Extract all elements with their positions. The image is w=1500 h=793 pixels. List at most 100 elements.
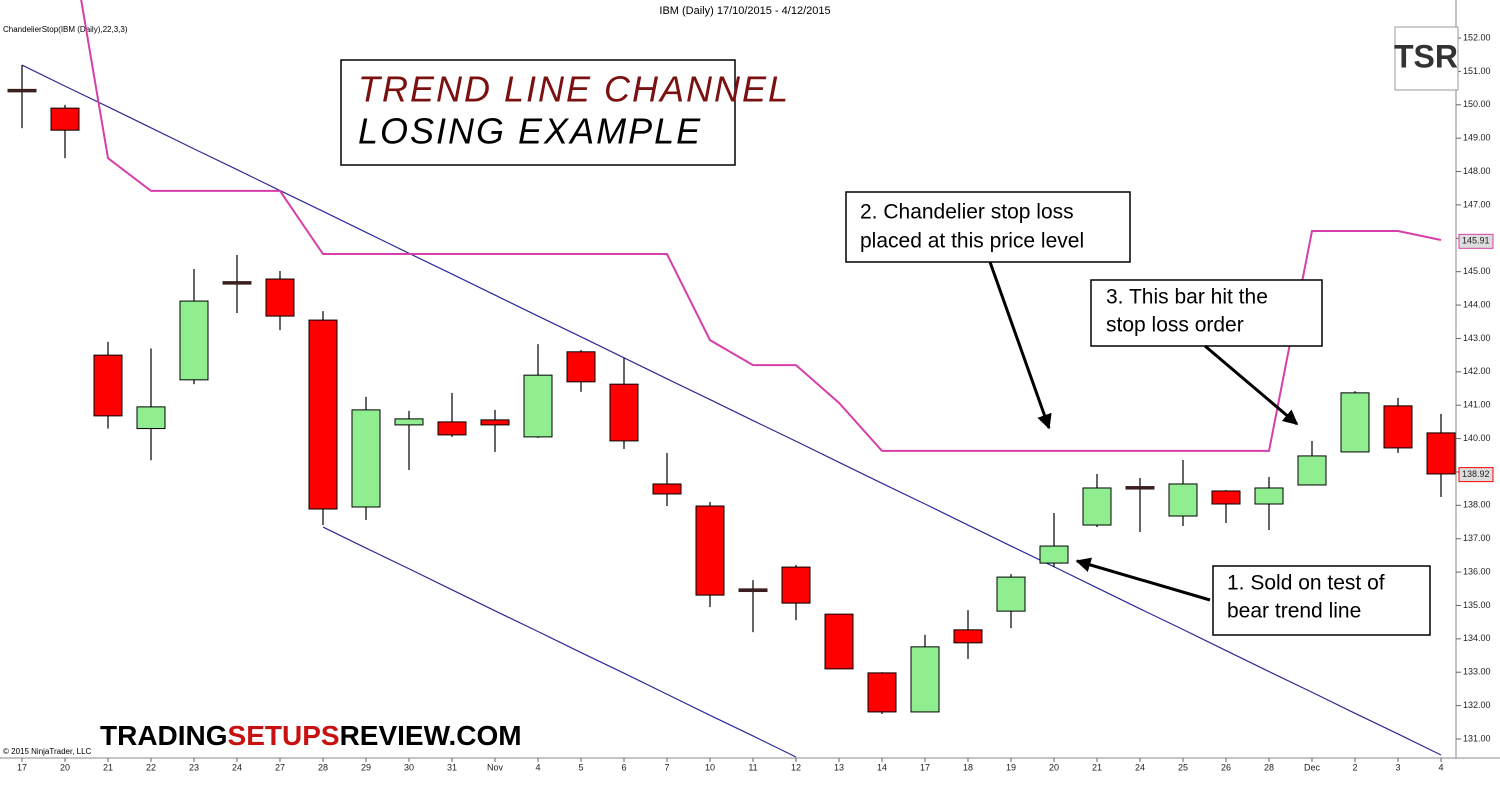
y-tick-label: 140.00 [1463,433,1491,443]
candle-body [179,300,209,381]
overlay: TREND LINE CHANNEL LOSING EXAMPLE TSR TR… [3,26,1459,756]
chart-title: IBM (Daily) 17/10/2015 - 4/12/2015 [659,5,830,17]
x-tick-label: 11 [748,762,757,772]
y-tick-label: 152.00 [1463,32,1491,42]
candle-body [1082,487,1112,526]
arrow [1075,557,1211,602]
candle-body [93,354,123,417]
candle-body [652,483,682,495]
y-tick-label: 134.00 [1463,633,1491,643]
candle-body [738,588,768,593]
x-tick-label: 30 [404,762,414,772]
x-tick-label: 22 [146,762,156,772]
annotation-line: 1. Sold on test of [1227,572,1385,595]
x-tick-label: 24 [1135,762,1145,772]
annotation-box [845,191,1131,263]
y-tick-label: 133.00 [1463,667,1491,677]
x-tick-label: 5 [578,762,583,772]
y-tick-label: 145.00 [1463,266,1491,276]
x-tick-label: 4 [535,762,540,772]
candle-body [523,374,553,438]
annotation-box [1212,565,1431,636]
x-tick-label: 10 [705,762,715,772]
price-tag-label: 138.92 [1462,469,1490,479]
price-tag-label: 145.91 [1462,236,1490,246]
x-tick-label: 28 [318,762,328,772]
y-tick-label: 136.00 [1463,566,1491,576]
y-tick-label: 138.00 [1463,500,1491,510]
candle-body [265,278,295,317]
x-tick-label: 21 [103,762,113,772]
x-tick-label: 13 [834,762,844,772]
y-tick-label: 150.00 [1463,99,1491,109]
logo-box [1394,26,1459,91]
y-tick-label: 131.00 [1463,733,1491,743]
x-tick-label: 7 [664,762,669,772]
y-tick-label: 132.00 [1463,700,1491,710]
candle-body [136,406,166,430]
y-tick-label: 151.00 [1463,66,1491,76]
price-tag [1458,233,1494,249]
y-tick-label: 149.00 [1463,133,1491,143]
watermark-part: TRADING [100,720,228,751]
x-tick-label: 26 [1221,762,1231,772]
candle-body [437,421,467,436]
candle-body [308,319,338,510]
arrow [988,261,1052,430]
candle-body [1426,432,1456,475]
x-tick-label: 17 [17,762,27,772]
y-tick-label: 142.00 [1463,366,1491,376]
candle-body [910,646,940,713]
candle-body [1254,487,1284,505]
x-tick-label: 29 [361,762,371,772]
candle-body [1125,486,1155,490]
annotation-line: stop loss order [1106,314,1244,337]
x-tick-label: 27 [275,762,285,772]
x-tick-label: 12 [791,762,801,772]
trend-line [21,64,1442,756]
candle-body [566,351,596,383]
candle-body [351,409,381,508]
y-tick-label: 148.00 [1463,166,1491,176]
plot-area [7,0,1456,758]
annotation-box [1090,279,1323,347]
candle-body [695,505,725,596]
candle-body [1168,483,1198,517]
x-tick-label: 23 [189,762,199,772]
copyright: © 2015 NinjaTrader, LLC [3,747,92,756]
watermark: TRADINGSETUPSREVIEW.COM [100,720,522,751]
candle-body [1039,545,1069,564]
candle-body [953,629,983,644]
x-tick-label: 6 [621,762,626,772]
price-tag [1458,467,1494,483]
candle-body [222,281,252,285]
y-tick-label: 144.00 [1463,299,1491,309]
y-tick-label: 141.00 [1463,400,1491,410]
candle-body [1297,455,1327,486]
x-tick-label: 2 [1352,762,1357,772]
candle-body [480,419,510,426]
annotation-line: bear trend line [1227,600,1361,623]
headline-box [340,59,736,166]
annotation-line: 2. Chandelier stop loss [860,201,1074,224]
candle-body [824,613,854,670]
headline-subtitle: LOSING EXAMPLE [358,111,702,152]
x-tick-label: 31 [447,762,457,772]
candle-body [867,672,897,713]
x-tick-label: 3 [1395,762,1400,772]
y-tick-label: 147.00 [1463,199,1491,209]
x-tick-label: Nov [487,762,504,772]
candle-body [1340,392,1370,453]
x-tick-label: 17 [920,762,930,772]
candle-body [394,418,424,426]
x-tick-label: 20 [60,762,70,772]
x-tick-label: 14 [877,762,887,772]
y-tick-label: 137.00 [1463,533,1491,543]
candle-body [781,566,811,604]
x-tick-label: 21 [1092,762,1102,772]
x-tick-label: 20 [1049,762,1059,772]
indicator-label: ChandelierStop(IBM (Daily),22,3,3) [3,25,128,34]
headline-title: TREND LINE CHANNEL [358,69,790,110]
